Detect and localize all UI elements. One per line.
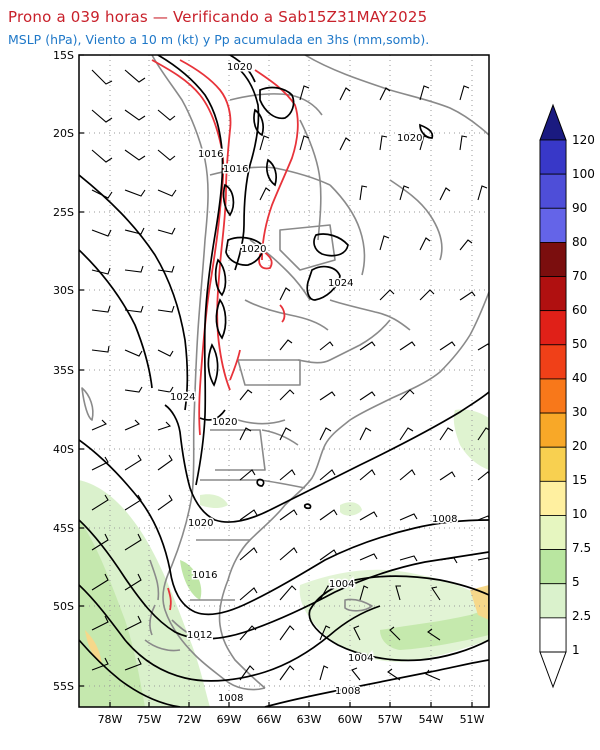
colorbar-label: 70 xyxy=(572,269,587,283)
isobar-labels: 1020 1016 1016 1020 1020 1024 1020 1020 … xyxy=(169,61,459,706)
colorbar-label: 120 xyxy=(572,133,595,147)
isobar-label: 1024 xyxy=(170,392,195,403)
colorbar-label: 30 xyxy=(572,405,587,419)
lon-label: 57W xyxy=(378,713,403,726)
lat-label: 45S xyxy=(53,522,74,535)
map-frame xyxy=(78,54,490,708)
colorbar-cell xyxy=(539,173,567,209)
colorbar-label: 10 xyxy=(572,507,587,521)
colorbar: 120 100 90 80 70 60 50 40 30 20 15 10 7.… xyxy=(539,103,595,689)
lat-label: 30S xyxy=(53,284,74,297)
colorbar-cell xyxy=(539,480,567,516)
isobar-label: 1008 xyxy=(335,686,360,697)
colorbar-cell xyxy=(539,549,567,585)
lat-label: 35S xyxy=(53,364,74,377)
chart-subtitle: MSLP (hPa), Viento a 10 m (kt) y Pp acum… xyxy=(8,32,430,47)
topography-contour xyxy=(151,59,299,611)
colorbar-label: 100 xyxy=(572,167,595,181)
lon-label: 69W xyxy=(217,713,242,726)
colorbar-cell xyxy=(539,446,567,482)
colorbar-top-triangle xyxy=(539,103,567,141)
isobar-label: 1020 xyxy=(227,62,252,73)
colorbar-cell xyxy=(539,207,567,243)
colorbar-cell xyxy=(539,241,567,277)
isobar-label: 1008 xyxy=(218,693,243,704)
isobar-label: 1012 xyxy=(187,630,212,641)
colorbar-label: 1 xyxy=(572,643,580,657)
lon-labels: 78W 75W 72W 69W 66W 63W 60W 57W 54W 51W xyxy=(98,713,485,726)
isobar-label: 1016 xyxy=(198,149,223,160)
lon-label: 75W xyxy=(137,713,162,726)
lon-label: 63W xyxy=(297,713,322,726)
colorbar-label: 90 xyxy=(572,201,587,215)
colorbar-label: 7.5 xyxy=(572,541,591,555)
wind-barbs xyxy=(91,69,489,681)
axis-ticks xyxy=(79,54,473,707)
isobar-label: 1024 xyxy=(328,278,353,289)
colorbar-label: 2.5 xyxy=(572,609,591,623)
colorbar-labels: 120 100 90 80 70 60 50 40 30 20 15 10 7.… xyxy=(572,133,595,657)
isobar-label: 1020 xyxy=(188,518,213,529)
colorbar-label: 80 xyxy=(572,235,587,249)
lat-label: 20S xyxy=(53,127,74,140)
isobar-label: 1016 xyxy=(192,570,217,581)
chart-title: Prono a 039 horas — Verificando a Sab15Z… xyxy=(8,8,428,26)
lon-label: 51W xyxy=(460,713,485,726)
isobar-label: 1008 xyxy=(432,514,457,525)
colorbar-label: 5 xyxy=(572,575,580,589)
isobar-label: 1020 xyxy=(397,133,422,144)
colorbar-cell xyxy=(539,378,567,414)
lat-label: 40S xyxy=(53,443,74,456)
colorbar-label: 20 xyxy=(572,439,587,453)
colorbar-cell xyxy=(539,139,567,175)
lat-label: 15S xyxy=(53,49,74,62)
lon-label: 54W xyxy=(419,713,444,726)
colorbar-cell xyxy=(539,310,567,346)
lat-lon-grid xyxy=(79,55,489,707)
isobar-label: 1004 xyxy=(329,579,354,590)
colorbar-cell xyxy=(539,344,567,380)
isobar-label: 1004 xyxy=(348,653,373,664)
colorbar-cell xyxy=(539,583,567,619)
lon-label: 78W xyxy=(98,713,123,726)
isobars xyxy=(79,55,489,707)
lat-label: 25S xyxy=(53,206,74,219)
lon-label: 66W xyxy=(257,713,282,726)
colorbar-label: 15 xyxy=(572,473,587,487)
colorbar-cell xyxy=(539,617,567,653)
colorbar-label: 50 xyxy=(572,337,587,351)
lat-labels: 15S 20S 25S 30S 35S 40S 45S 50S 55S xyxy=(53,49,74,693)
lon-label: 72W xyxy=(177,713,202,726)
isobar-label: 1016 xyxy=(223,164,248,175)
colorbar-cell xyxy=(539,412,567,448)
colorbar-cell xyxy=(539,515,567,551)
lat-label: 55S xyxy=(53,680,74,693)
lat-label: 50S xyxy=(53,600,74,613)
isobar-label: 1020 xyxy=(212,417,237,428)
colorbar-label: 60 xyxy=(572,303,587,317)
colorbar-label: 40 xyxy=(572,371,587,385)
isobar-label: 1020 xyxy=(241,244,266,255)
colorbar-cell xyxy=(539,276,567,312)
map-area: 1020 1016 1016 1020 1020 1024 1020 1020 … xyxy=(79,55,489,707)
lon-label: 60W xyxy=(338,713,363,726)
coastlines-borders xyxy=(81,55,489,691)
colorbar-bottom-triangle xyxy=(539,651,567,689)
